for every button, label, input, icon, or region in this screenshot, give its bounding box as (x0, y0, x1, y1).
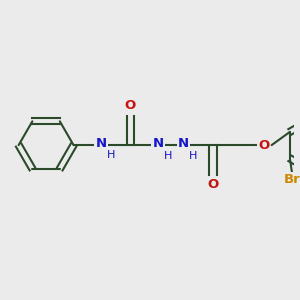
Text: N: N (95, 136, 106, 150)
Text: N: N (178, 136, 189, 150)
Text: O: O (207, 178, 218, 191)
Text: O: O (125, 99, 136, 112)
Text: O: O (258, 139, 269, 152)
Text: H: H (189, 151, 197, 161)
Text: H: H (164, 151, 172, 161)
Text: N: N (152, 136, 164, 150)
Text: Br: Br (284, 173, 300, 186)
Text: H: H (106, 150, 115, 160)
